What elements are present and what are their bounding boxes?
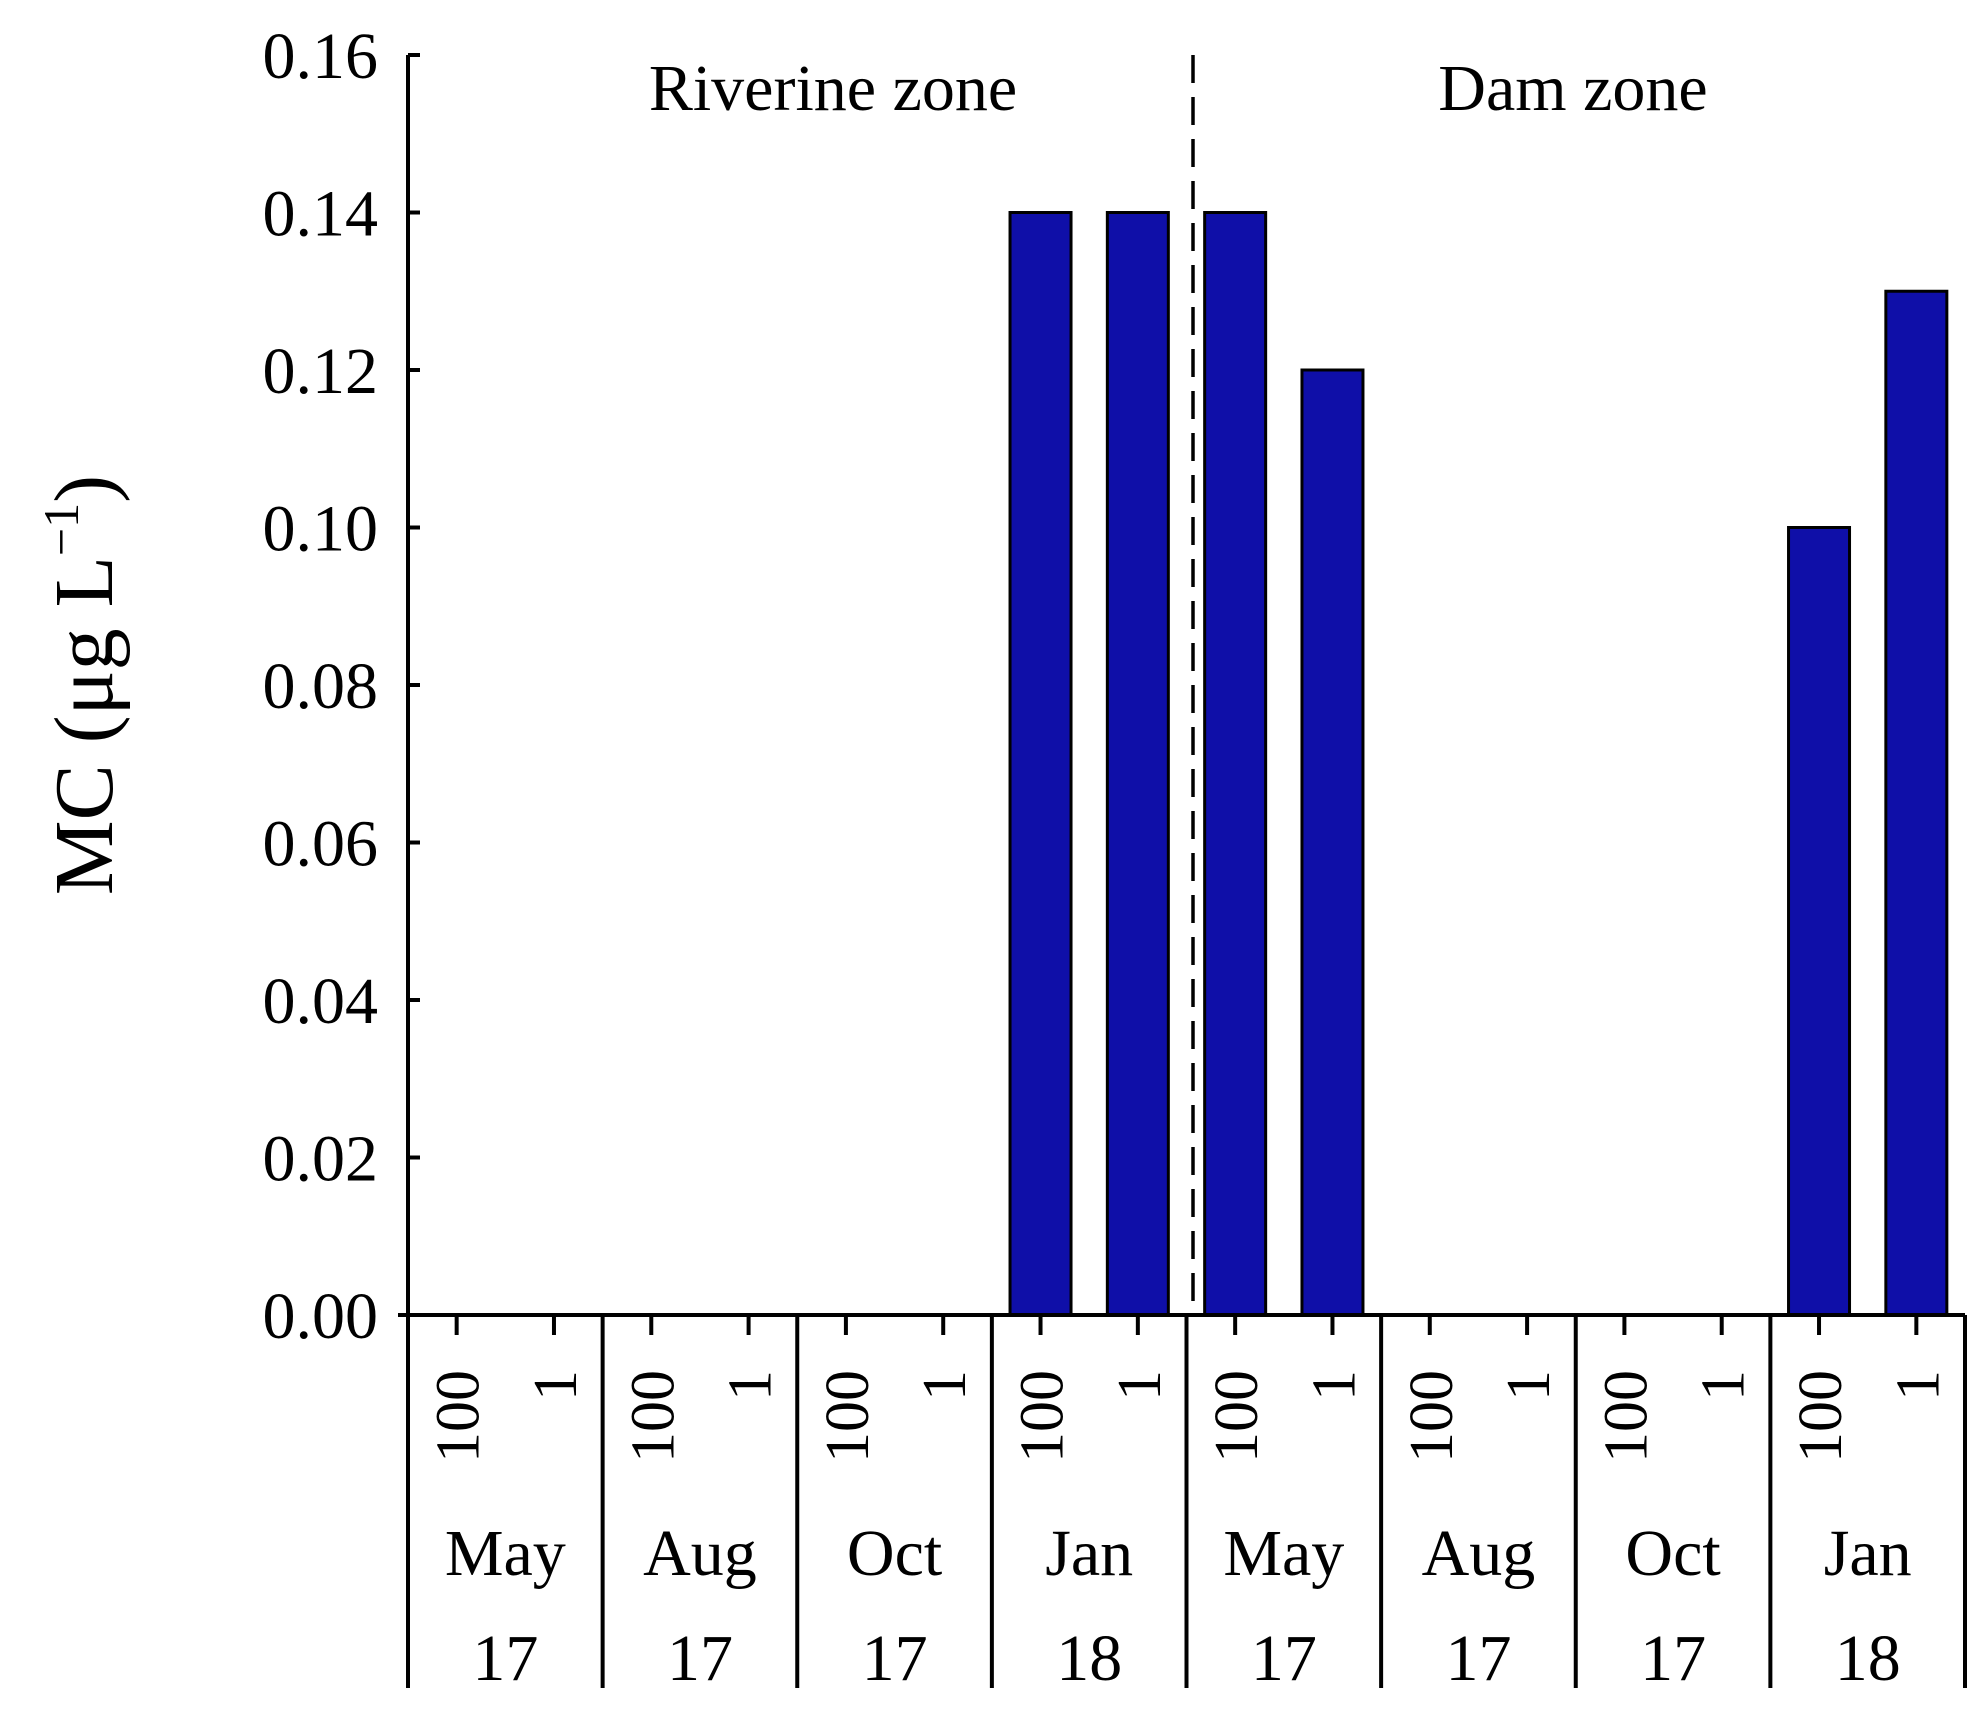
month-label: May <box>445 1517 566 1590</box>
bar <box>1884 289 1949 1317</box>
y-tick-label: 0.02 <box>263 1123 379 1196</box>
bar <box>1787 526 1852 1317</box>
year-label: 18 <box>1835 1622 1901 1695</box>
sample-label: 1 <box>522 1370 590 1401</box>
sample-label: 100 <box>814 1370 882 1463</box>
month-label: Oct <box>1625 1517 1720 1590</box>
y-tick-label: 0.12 <box>263 335 379 408</box>
y-axis-label: MC (μg L−1) <box>33 475 131 895</box>
y-axis-label-close: ) <box>38 475 131 503</box>
month-label: Aug <box>1422 1517 1536 1590</box>
zone-label-riverine: Riverine zone <box>649 52 1017 125</box>
bar <box>1105 211 1170 1317</box>
month-label: May <box>1223 1517 1344 1590</box>
zone-label-dam: Dam zone <box>1438 52 1707 125</box>
y-axis-label-superscript: −1 <box>33 503 89 556</box>
year-label: 18 <box>1056 1622 1122 1695</box>
sample-label: 100 <box>619 1370 687 1463</box>
sample-label: 100 <box>1009 1370 1077 1463</box>
sample-label: 100 <box>1203 1370 1271 1463</box>
month-label: Jan <box>1045 1517 1133 1590</box>
year-label: 17 <box>667 1622 733 1695</box>
sample-label: 1 <box>1884 1370 1952 1401</box>
y-tick-label: 0.00 <box>263 1280 379 1353</box>
sample-label: 100 <box>425 1370 493 1463</box>
y-axis-ticks: 0.00 0.02 0.04 0.06 0.08 0.10 0.12 0.14 0.16 <box>263 20 420 1353</box>
sample-label: 1 <box>911 1370 979 1401</box>
bar <box>1300 368 1365 1317</box>
y-tick-label: 0.14 <box>263 178 379 251</box>
sample-label: 100 <box>1787 1370 1855 1463</box>
year-label: 17 <box>1640 1622 1706 1695</box>
y-tick-label: 0.10 <box>263 493 379 566</box>
y-tick-label: 0.08 <box>263 650 379 723</box>
bars <box>1008 211 1949 1317</box>
bar <box>1008 211 1073 1317</box>
year-label: 17 <box>862 1622 928 1695</box>
bar <box>1203 211 1268 1317</box>
sample-label: 1 <box>717 1370 785 1401</box>
year-label: 17 <box>1251 1622 1317 1695</box>
sample-label: 1 <box>1495 1370 1563 1401</box>
sample-label: 100 <box>1592 1370 1660 1463</box>
y-tick-label: 0.06 <box>263 808 379 881</box>
month-label: Oct <box>847 1517 942 1590</box>
year-label: 17 <box>1445 1622 1511 1695</box>
y-axis-label-main: MC (μg L <box>38 556 131 895</box>
sample-label: 1 <box>1300 1370 1368 1401</box>
sample-label: 100 <box>1398 1370 1466 1463</box>
sample-label: 1 <box>1106 1370 1174 1401</box>
y-tick-label: 0.16 <box>263 20 379 93</box>
year-label: 17 <box>472 1622 538 1695</box>
y-tick-label: 0.04 <box>263 965 379 1038</box>
x-axis: 100 1 May 17 100 1 Aug 17 100 1 Oct 17 100 1 Jan 18 100 1… <box>406 1315 1967 1695</box>
sample-label: 1 <box>1690 1370 1758 1401</box>
month-label: Aug <box>643 1517 757 1590</box>
month-label: Jan <box>1824 1517 1912 1590</box>
